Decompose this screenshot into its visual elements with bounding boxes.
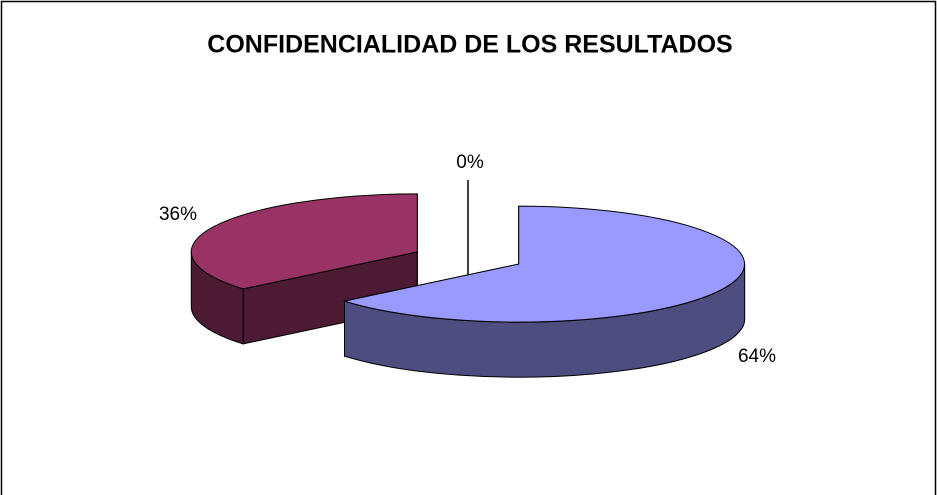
data-label: 64% [738, 346, 776, 367]
data-label: 0% [456, 152, 484, 173]
chart-title: CONFIDENCIALIDAD DE LOS RESULTADOS [207, 31, 732, 59]
pie-slice [190, 193, 418, 290]
data-label: 36% [159, 204, 197, 225]
pie-slice [342, 205, 745, 323]
